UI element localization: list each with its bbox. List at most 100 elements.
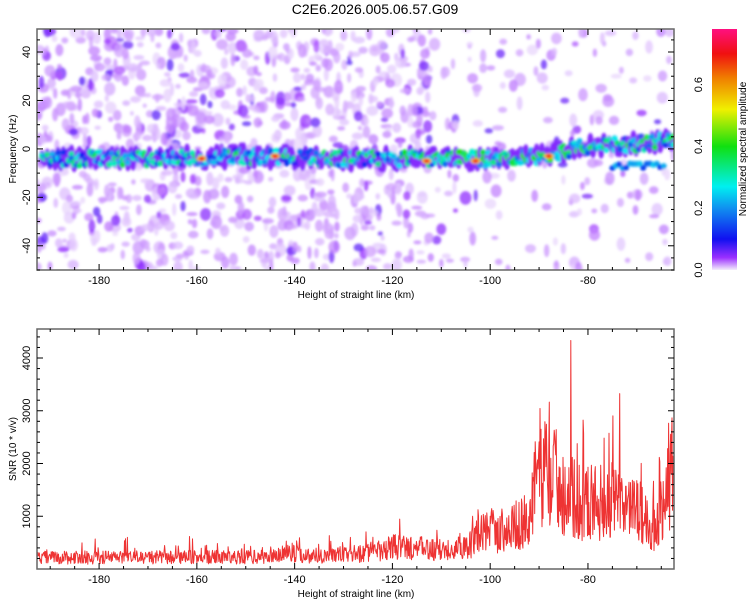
heatmap-cell [616,161,623,168]
heatmap-cell [111,160,118,167]
heatmap-cell [165,123,175,134]
heatmap-cell [94,125,101,130]
heatmap-cell [183,54,188,62]
y-tick-label: 4000 [21,346,33,370]
heatmap-cell [358,95,364,107]
heatmap-cell [363,180,369,192]
heatmap-cell [400,48,405,59]
heatmap-cell [314,219,324,232]
colorbar-tick-label: 0.6 [693,77,705,92]
heatmap-cell [422,73,432,87]
heatmap-cell [136,69,147,81]
heatmap-cell [328,169,334,178]
heatmap-cell [273,129,282,141]
heatmap-cell [350,30,356,42]
heatmap-cell [66,194,74,203]
heatmap-cell [412,29,418,33]
heatmap-cell [237,104,249,117]
heatmap-cell [447,169,452,179]
heatmap-cell [79,127,89,136]
heatmap-cell [216,202,226,210]
heatmap-cell [380,52,390,63]
heatmap-cell [543,244,550,258]
heatmap-cell [391,258,403,270]
heatmap-cell [313,208,325,217]
heatmap-cell [94,62,106,72]
heatmap-cell [61,118,70,131]
heatmap-cell [152,126,161,141]
heatmap-cell [51,35,58,42]
heatmap-cell [340,30,348,41]
heatmap-cell [391,153,398,160]
heatmap-cell [166,58,174,72]
heatmap-cell [602,95,615,107]
y-tick-label: 1000 [21,504,33,528]
heatmap-cell [112,231,119,237]
heatmap-cell [388,96,394,110]
heatmap-cell [187,219,193,225]
heatmap-cell [90,70,99,83]
heatmap-cell [286,224,299,230]
heatmap-cell [649,214,660,219]
heatmap-cell [299,114,312,129]
heatmap-cell [163,72,171,77]
heatmap-cell [525,244,536,253]
heatmap-cell [584,177,591,186]
spectrogram-heatmap [37,29,674,270]
heatmap-cell [178,72,191,78]
heatmap-cell [116,37,124,42]
heatmap-cell [313,53,321,60]
heatmap-cell [439,258,444,268]
heatmap-cell [362,125,371,139]
heatmap-cell [543,116,553,124]
heatmap-cell [300,209,306,218]
heatmap-cell [380,117,389,123]
heatmap-cell [52,107,59,122]
heatmap-cell [295,168,301,176]
heatmap-cell [565,153,572,160]
heatmap-cell [269,243,278,250]
heatmap-cell [55,149,62,156]
heatmap-cell [296,97,306,102]
heatmap-cell [381,108,394,119]
heatmap-cell [578,29,584,39]
heatmap-cell [91,108,99,118]
heatmap-cell [140,29,147,38]
heatmap-cell [225,117,231,126]
heatmap-cell [56,226,66,232]
heatmap-cell [178,32,184,43]
heatmap-cell [81,29,86,37]
heatmap-cell [346,73,352,83]
heatmap-cell [155,258,164,267]
heatmap-cell [427,29,433,35]
heatmap-cell [225,32,236,42]
heatmap-cell [306,168,316,174]
heatmap-cell [337,126,346,131]
heatmap-cell [318,196,326,202]
heatmap-cell [161,170,173,176]
heatmap-cell [600,203,609,214]
heatmap-cell [201,29,211,35]
heatmap-cell [541,203,552,211]
heatmap-cell [645,40,653,54]
heatmap-cell [634,189,642,201]
heatmap-cell [283,185,296,196]
heatmap-cell [125,31,134,42]
heatmap-cell [551,32,562,45]
heatmap-cell [88,46,101,56]
heatmap-cell [78,76,86,86]
heatmap-cell [220,57,229,69]
y-tick-label: -20 [21,189,33,205]
heatmap-cell [629,77,638,84]
heatmap-cell [172,203,177,216]
heatmap-cell [37,217,42,224]
heatmap-cell [253,55,260,61]
heatmap-cell [388,168,394,181]
heatmap-cell [194,175,202,187]
heatmap-cell [77,98,83,112]
heatmap-cell [196,111,207,124]
heatmap-cell [552,237,558,246]
heatmap-cell [666,55,672,65]
heatmap-cell [353,191,360,205]
heatmap-cell [482,170,492,184]
